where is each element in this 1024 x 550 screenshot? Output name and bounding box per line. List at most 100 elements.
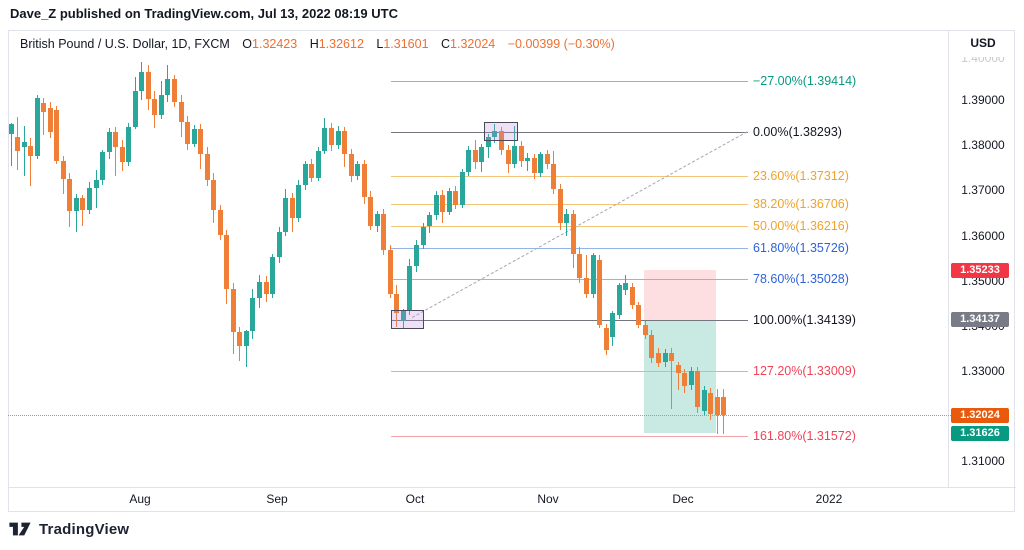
fib-label-0: 0.00%(1.38293) [753, 124, 842, 139]
fib-label-161.8: 161.80%(1.31572) [753, 428, 856, 443]
candle-body [512, 146, 518, 165]
time-axis-label-Aug: Aug [129, 492, 151, 506]
candle-body [708, 392, 714, 414]
candle-body [714, 397, 720, 416]
candle-body [335, 130, 341, 146]
publish-attribution: Dave_Z published on TradingView.com, Jul… [10, 6, 398, 21]
symbol-legend[interactable]: British Pound / U.S. Dollar, 1D, FXCM O1… [20, 37, 615, 51]
candle-body [270, 257, 276, 295]
candle-body [250, 297, 256, 332]
candle-body [60, 160, 66, 180]
candle-body [433, 194, 439, 216]
candle-wick [23, 125, 25, 176]
candle-body [381, 213, 387, 250]
ohlc-low-value: 1.31601 [383, 37, 429, 51]
candle-wick [586, 254, 588, 298]
candle-body [224, 235, 230, 289]
candle-body [217, 210, 223, 236]
candle-body [472, 149, 478, 163]
fib-line-100 [391, 319, 748, 321]
candle-body [145, 71, 151, 100]
fib-label--27: −27.00%(1.39414) [753, 74, 857, 89]
price-tick: 1.39000 [961, 93, 1005, 107]
time-axis-label-Nov: Nov [537, 492, 559, 506]
candle-body [230, 288, 236, 333]
candle-body [263, 281, 269, 295]
fib-line-61.8 [391, 247, 748, 249]
price-tick: 1.36000 [961, 228, 1005, 243]
fib-label-127.2: 127.20%(1.33009) [753, 363, 856, 378]
candle-body [328, 128, 334, 146]
ohlc-high-value: 1.32612 [318, 37, 364, 51]
candle-body [387, 249, 393, 295]
candle-wick [95, 170, 97, 209]
fib-label-61.8: 61.80%(1.35726) [753, 240, 849, 255]
candle-wick [75, 193, 77, 232]
candle-body [322, 128, 328, 151]
candle-body [185, 122, 191, 145]
ohlc-close-label: C [441, 37, 451, 51]
candle-body [407, 266, 413, 311]
fib-label-23.6: 23.60%(1.37312) [753, 169, 849, 184]
candle-wick [43, 97, 45, 136]
candle-body [466, 149, 472, 173]
candle-body [453, 191, 459, 205]
candle-body [237, 332, 243, 346]
candle-body [315, 150, 321, 178]
candle-body [28, 145, 34, 156]
candle-body [557, 189, 563, 223]
ohlc-low-label: L [376, 37, 384, 51]
fib-label-100: 100.00%(1.34139) [753, 312, 856, 327]
candle-body [309, 164, 315, 178]
fib-line-161.8 [391, 435, 748, 437]
candle-body [570, 213, 576, 254]
candle-body [100, 152, 106, 181]
price-axis-currency: USD [970, 36, 996, 50]
candle-body [348, 154, 354, 177]
price-tick: 1.37000 [961, 183, 1005, 198]
time-axis-label-2022: 2022 [815, 492, 843, 506]
candle-body [34, 98, 40, 156]
candle-body [54, 109, 60, 161]
candle-body [446, 191, 452, 213]
candle-body [655, 353, 661, 363]
candle-body [577, 253, 583, 279]
candle-body [47, 108, 53, 133]
candle-body [538, 154, 544, 174]
candle-body [492, 130, 498, 138]
tradingview-attribution[interactable]: TradingView [8, 519, 129, 539]
price-tick: 1.38000 [961, 138, 1005, 153]
candle-wick [527, 153, 529, 172]
candle-body [662, 353, 668, 363]
candle-body [204, 153, 210, 181]
candle-body [243, 331, 249, 346]
candle-body [152, 99, 158, 116]
candle-body [440, 194, 446, 213]
candle-body [564, 213, 570, 223]
candle-body [289, 198, 295, 219]
candle-body [21, 142, 27, 148]
candle-body [603, 327, 609, 350]
symbol-title: British Pound / U.S. Dollar, 1D, FXCM [20, 37, 230, 51]
candle-body [531, 157, 537, 174]
candle-body [368, 197, 374, 226]
candle-body [616, 284, 622, 316]
candle-body [257, 281, 263, 298]
candle-body [158, 94, 164, 116]
ohlc-open-value: 1.32423 [252, 37, 298, 51]
swing-low-marker-box [391, 310, 424, 330]
candle-body [590, 254, 596, 295]
fib-line--27 [391, 81, 748, 83]
candle-body [610, 313, 616, 338]
change-value: −0.00399 (−0.30%) [507, 37, 615, 51]
candle-body [636, 305, 642, 325]
candle-body [629, 287, 635, 306]
fib-line-38.2 [391, 203, 748, 205]
candle-wick [115, 127, 117, 176]
candle-body [459, 172, 465, 205]
candle-body [139, 71, 145, 91]
candle-body [400, 310, 406, 322]
price-tick-clipped: 1.40000 [950, 57, 1016, 65]
candle-body [518, 146, 524, 161]
